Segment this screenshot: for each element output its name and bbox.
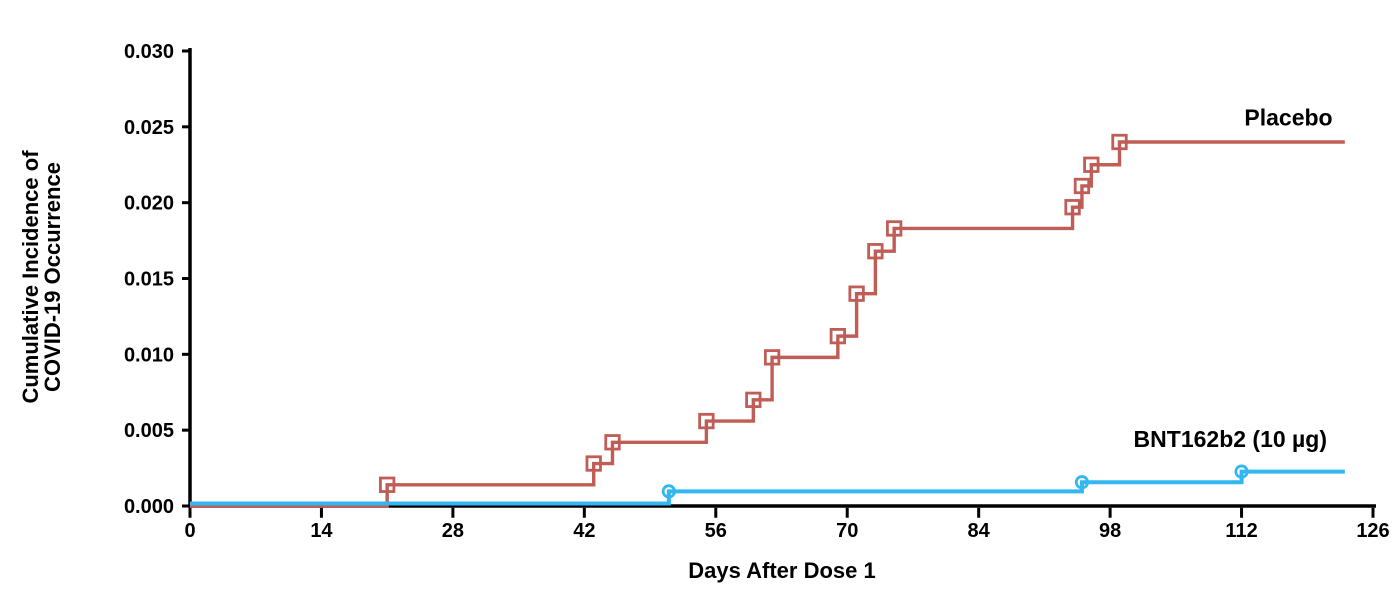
x-tick-label: 70 <box>836 520 858 542</box>
x-tick-label: 84 <box>968 520 991 542</box>
bnt162b2-event-marker <box>1234 464 1249 479</box>
bnt162b2-event-marker <box>661 484 676 499</box>
x-tick-label: 0 <box>184 520 195 542</box>
placebo-event-marker <box>379 476 396 493</box>
x-tick-label: 126 <box>1356 520 1389 542</box>
y-axis-title-line2: COVID-19 Occurrence <box>40 162 65 392</box>
bnt162b2-curve <box>190 469 1345 506</box>
x-tick-label: 56 <box>705 520 727 542</box>
x-tick-label: 14 <box>310 520 333 542</box>
placebo-event-marker <box>1073 177 1091 195</box>
axes-layer: 0 14 28 42 56 70 84 98 112 126 0.000 0.005 0.010 0.01… <box>124 41 1390 542</box>
placebo-event-marker <box>745 391 762 408</box>
placebo-markers <box>379 133 1128 493</box>
y-tick-label: 0.005 <box>124 420 174 442</box>
placebo-event-marker <box>848 285 865 302</box>
series-label-bnt162b2: BNT162b2 (10 µg) <box>1134 426 1327 452</box>
placebo-curve <box>190 140 1345 508</box>
placebo-event-marker <box>1111 133 1128 151</box>
x-tick-label: 112 <box>1225 520 1257 542</box>
y-axis-title-line1: Cumulative Incidence of <box>18 150 43 404</box>
placebo-event-marker <box>698 412 715 430</box>
placebo-event-marker <box>1064 199 1081 216</box>
placebo-event-marker <box>604 434 621 451</box>
placebo-event-marker <box>829 327 846 345</box>
y-tick-label: 0.025 <box>124 117 174 139</box>
y-tick-label: 0.010 <box>124 344 174 366</box>
placebo-event-marker <box>1083 156 1100 173</box>
y-axis-title: Cumulative Incidence ofCOVID-19 Occurren… <box>18 150 65 404</box>
bnt162b2-markers <box>661 464 1249 499</box>
y-tick-label: 0.020 <box>124 193 174 215</box>
series-label-placebo: Placebo <box>1244 104 1332 130</box>
y-tick-label: 0.000 <box>124 496 174 518</box>
placebo-event-marker <box>867 243 884 260</box>
series-layer <box>190 133 1345 508</box>
placebo-event-marker <box>763 349 781 366</box>
x-tick-label: 98 <box>1099 520 1121 542</box>
x-axis-title: Days After Dose 1 <box>688 558 875 583</box>
x-tick-label: 42 <box>573 520 595 542</box>
x-tick-label: 28 <box>442 520 464 542</box>
placebo-event-marker <box>585 455 602 472</box>
bnt162b2-event-marker <box>1074 475 1090 490</box>
y-tick-label: 0.030 <box>124 41 174 63</box>
y-tick-label: 0.015 <box>124 269 174 291</box>
placebo-event-marker <box>886 220 903 237</box>
